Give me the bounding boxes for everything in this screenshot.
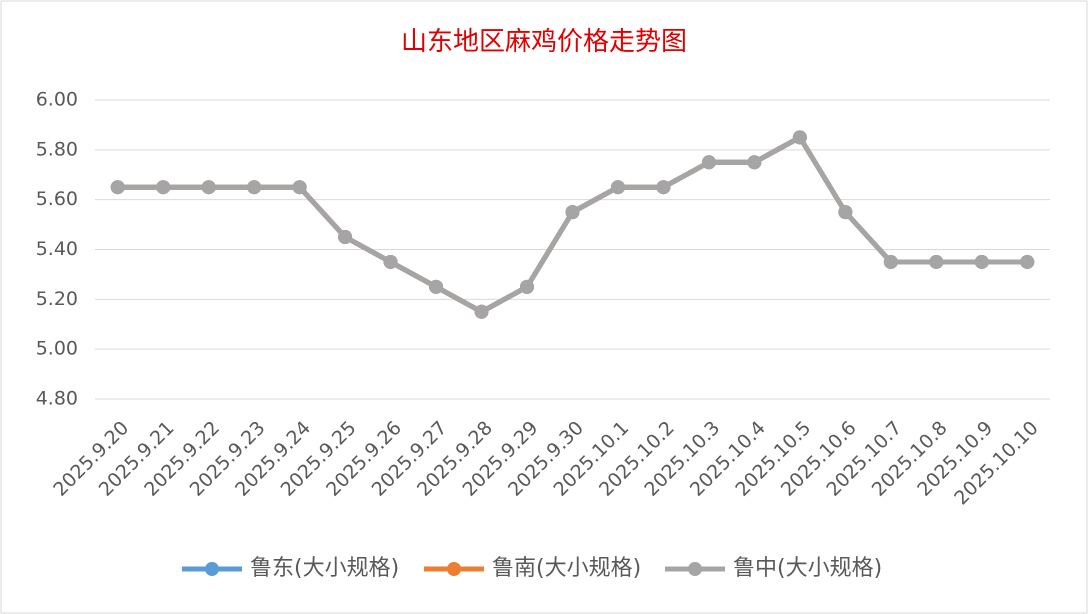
legend-marker: [205, 562, 219, 576]
data-point: [610, 180, 625, 195]
y-tick-label: 4.80: [36, 388, 78, 410]
y-tick-label: 5.80: [36, 138, 78, 160]
data-point: [747, 155, 762, 170]
data-point: [1020, 254, 1035, 269]
legend-marker: [447, 562, 461, 576]
data-point: [383, 254, 398, 269]
data-point: [247, 180, 262, 195]
data-point: [565, 205, 580, 220]
y-tick-label: 5.60: [36, 188, 78, 210]
y-tick-label: 5.20: [36, 288, 78, 310]
data-point: [110, 180, 125, 195]
data-point: [338, 230, 353, 245]
data-point: [201, 180, 216, 195]
data-point: [474, 304, 489, 319]
data-point: [429, 279, 444, 294]
y-tick-label: 5.00: [36, 338, 78, 360]
data-point: [929, 254, 944, 269]
data-point: [701, 155, 716, 170]
data-point: [656, 180, 671, 195]
legend-label: 鲁南(大小规格): [492, 556, 641, 581]
data-point: [838, 205, 853, 220]
y-tick-label: 6.00: [36, 89, 78, 111]
data-point: [883, 254, 898, 269]
data-point: [974, 254, 989, 269]
data-point: [792, 130, 807, 145]
data-point: [520, 279, 535, 294]
legend-label: 鲁中(大小规格): [733, 556, 882, 581]
legend-label: 鲁东(大小规格): [250, 556, 399, 581]
chart-title: 山东地区麻鸡价格走势图: [401, 27, 687, 57]
legend-marker: [688, 562, 702, 576]
data-point: [156, 180, 171, 195]
y-tick-label: 5.40: [36, 238, 78, 260]
data-point: [292, 180, 307, 195]
